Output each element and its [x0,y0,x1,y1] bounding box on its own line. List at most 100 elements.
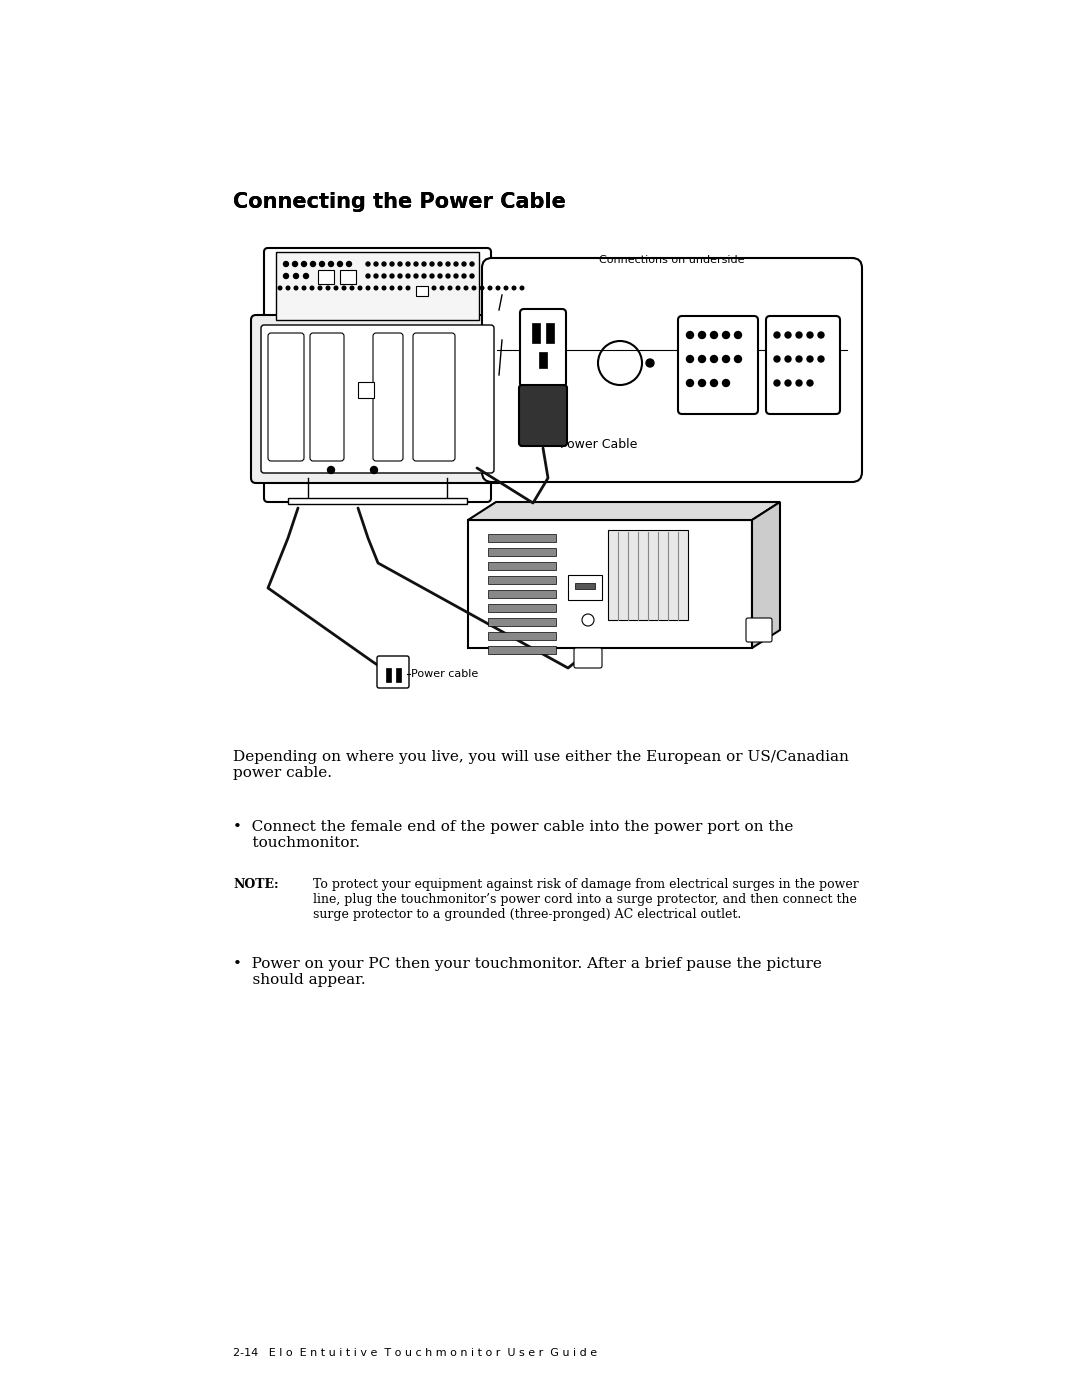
Circle shape [807,356,813,362]
Bar [340,270,356,284]
Circle shape [796,380,802,386]
Circle shape [303,274,309,278]
Circle shape [446,274,450,278]
Circle shape [374,263,378,265]
Circle shape [283,261,288,267]
Bar [488,645,556,654]
Circle shape [414,274,418,278]
Circle shape [366,274,370,278]
Circle shape [687,380,693,387]
Text: Connections on underside: Connections on underside [599,256,745,265]
Circle shape [359,286,362,289]
Circle shape [374,286,378,289]
Text: Power cable: Power cable [411,669,478,679]
FancyBboxPatch shape [482,258,862,482]
Text: •  Connect the female end of the power cable into the power port on the
    touc: • Connect the female end of the power ca… [233,820,794,851]
Circle shape [406,263,410,265]
Bar [488,576,556,584]
FancyBboxPatch shape [310,332,345,461]
Bar [608,529,688,620]
Circle shape [430,263,434,265]
Text: NOTE:: NOTE: [233,877,279,891]
FancyBboxPatch shape [377,657,409,687]
Circle shape [454,274,458,278]
Circle shape [470,274,474,278]
Text: Power Cable: Power Cable [561,439,637,451]
Circle shape [785,332,791,338]
Circle shape [807,332,813,338]
Circle shape [414,263,418,265]
Circle shape [504,286,508,289]
Circle shape [328,261,334,267]
Circle shape [326,286,329,289]
Text: 2-14   E l o  E n t u i t i v e  T o u c h m o n i t o r  U s e r  G u i d e: 2-14 E l o E n t u i t i v e T o u c h m… [233,1348,597,1358]
FancyBboxPatch shape [261,326,494,474]
Circle shape [366,263,370,265]
Circle shape [699,380,705,387]
Circle shape [302,286,306,289]
Circle shape [818,356,824,362]
Bar [357,381,374,398]
FancyBboxPatch shape [519,386,567,446]
Circle shape [723,331,729,338]
Circle shape [774,356,780,362]
Circle shape [301,261,307,267]
Circle shape [711,355,717,362]
Bar [539,352,546,367]
Circle shape [818,332,824,338]
Bar [488,617,556,626]
Circle shape [723,380,729,387]
Circle shape [774,380,780,386]
FancyBboxPatch shape [746,617,772,643]
Circle shape [342,286,346,289]
FancyBboxPatch shape [268,332,303,461]
Circle shape [438,263,442,265]
Circle shape [807,380,813,386]
Circle shape [472,286,476,289]
Circle shape [464,286,468,289]
FancyBboxPatch shape [413,332,455,461]
Bar [488,548,556,556]
Circle shape [399,286,402,289]
Circle shape [646,359,654,367]
Circle shape [454,263,458,265]
Bar [532,323,540,344]
Circle shape [723,355,729,362]
Text: Connecting the Power Cable: Connecting the Power Cable [233,191,566,212]
Circle shape [294,286,298,289]
Circle shape [462,263,465,265]
Circle shape [687,331,693,338]
FancyBboxPatch shape [519,309,566,387]
Bar [575,583,595,590]
Circle shape [422,263,426,265]
Circle shape [382,263,386,265]
FancyBboxPatch shape [766,316,840,414]
Circle shape [470,263,474,265]
Text: To protect your equipment against risk of damage from electrical surges in the p: To protect your equipment against risk o… [313,877,859,921]
Circle shape [337,261,342,267]
Text: •  Power on your PC then your touchmonitor. After a brief pause the picture
    : • Power on your PC then your touchmonito… [233,957,822,988]
Circle shape [382,274,386,278]
Circle shape [521,286,524,289]
Text: Depending on where you live, you will use either the European or US/Canadian
pow: Depending on where you live, you will us… [233,750,849,780]
Circle shape [327,467,335,474]
Circle shape [448,286,451,289]
Circle shape [347,261,351,267]
Text: Connecting the Power Cable: Connecting the Power Cable [233,191,566,212]
FancyBboxPatch shape [373,332,403,461]
Bar [276,251,480,320]
Circle shape [422,274,426,278]
Bar [488,631,556,640]
Bar [468,520,752,648]
Bar [416,286,428,296]
Circle shape [456,286,460,289]
Circle shape [796,332,802,338]
Circle shape [310,286,314,289]
Circle shape [399,263,402,265]
Circle shape [774,332,780,338]
Circle shape [390,263,394,265]
Circle shape [286,286,289,289]
Circle shape [438,274,442,278]
FancyBboxPatch shape [264,249,491,502]
FancyBboxPatch shape [573,648,602,668]
